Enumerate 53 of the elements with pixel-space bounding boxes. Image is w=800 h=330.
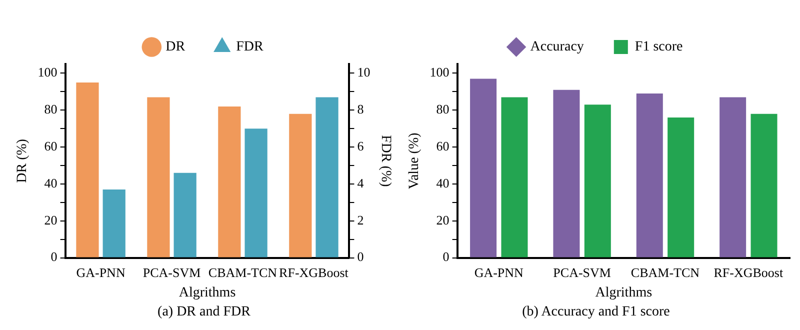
bar bbox=[316, 97, 338, 258]
y2-tick-label: 4 bbox=[357, 175, 364, 190]
y-tick-label: 60 bbox=[44, 138, 58, 154]
bar bbox=[147, 97, 170, 258]
y-axis-title: Value (%) bbox=[407, 132, 422, 190]
bar bbox=[76, 82, 99, 258]
bar bbox=[174, 172, 196, 258]
bar bbox=[102, 190, 126, 258]
bar bbox=[720, 97, 746, 258]
bar bbox=[289, 114, 312, 258]
y2-tick-label: 0 bbox=[357, 249, 364, 264]
x-axis-title: Algrithms bbox=[178, 285, 236, 300]
y-tick-label: 0 bbox=[50, 249, 58, 264]
x-tick-label: CBAM-TCN bbox=[208, 265, 278, 280]
y-tick-label: 40 bbox=[436, 175, 450, 190]
y-tick-label: 100 bbox=[38, 64, 58, 80]
legend-label: FDR bbox=[236, 40, 264, 55]
bar bbox=[244, 128, 268, 258]
y-axis-title: DR (%) bbox=[15, 138, 30, 183]
y-tick-label: 100 bbox=[430, 64, 450, 80]
legend-label: DR bbox=[166, 40, 186, 55]
y-tick-label: 40 bbox=[44, 175, 58, 190]
y2-tick-label: 10 bbox=[357, 64, 370, 80]
bar bbox=[553, 90, 580, 258]
bar bbox=[750, 114, 778, 258]
legend-label: F1 score bbox=[634, 40, 683, 55]
y-tick-label: 60 bbox=[436, 138, 450, 154]
y-tick-label: 80 bbox=[44, 102, 58, 117]
y2-tick-label: 8 bbox=[357, 102, 364, 117]
bar bbox=[470, 78, 497, 258]
y-tick-label: 20 bbox=[44, 212, 58, 228]
y2-tick-label: 6 bbox=[357, 138, 364, 154]
x-tick-label: GA-PNN bbox=[474, 265, 524, 280]
y2-axis-title: FDR (%) bbox=[378, 135, 393, 188]
y-tick-label: 20 bbox=[436, 212, 450, 228]
bar bbox=[218, 106, 241, 258]
y-tick-label: 80 bbox=[436, 102, 450, 117]
bar bbox=[668, 118, 694, 258]
x-tick-label: GA-PNN bbox=[76, 265, 126, 280]
text: (a) DR and FDR bbox=[158, 304, 252, 320]
x-tick-label: RF-XGBoost bbox=[279, 265, 349, 280]
y-tick-label: 0 bbox=[442, 249, 450, 264]
text: (b) Accuracy and F1 score bbox=[522, 304, 670, 320]
x-tick-label: PCA-SVM bbox=[142, 265, 202, 280]
bar bbox=[636, 94, 663, 258]
y2-tick-label: 2 bbox=[357, 212, 364, 228]
bar bbox=[584, 104, 611, 258]
x-tick-label: CBAM-TCN bbox=[630, 265, 700, 280]
bar bbox=[501, 97, 528, 258]
x-axis-title: Algrithms bbox=[595, 285, 652, 300]
legend-label: Accuracy bbox=[530, 40, 584, 55]
x-tick-label: PCA-SVM bbox=[553, 265, 612, 280]
x-tick-label: RF-XGBoost bbox=[714, 265, 784, 280]
